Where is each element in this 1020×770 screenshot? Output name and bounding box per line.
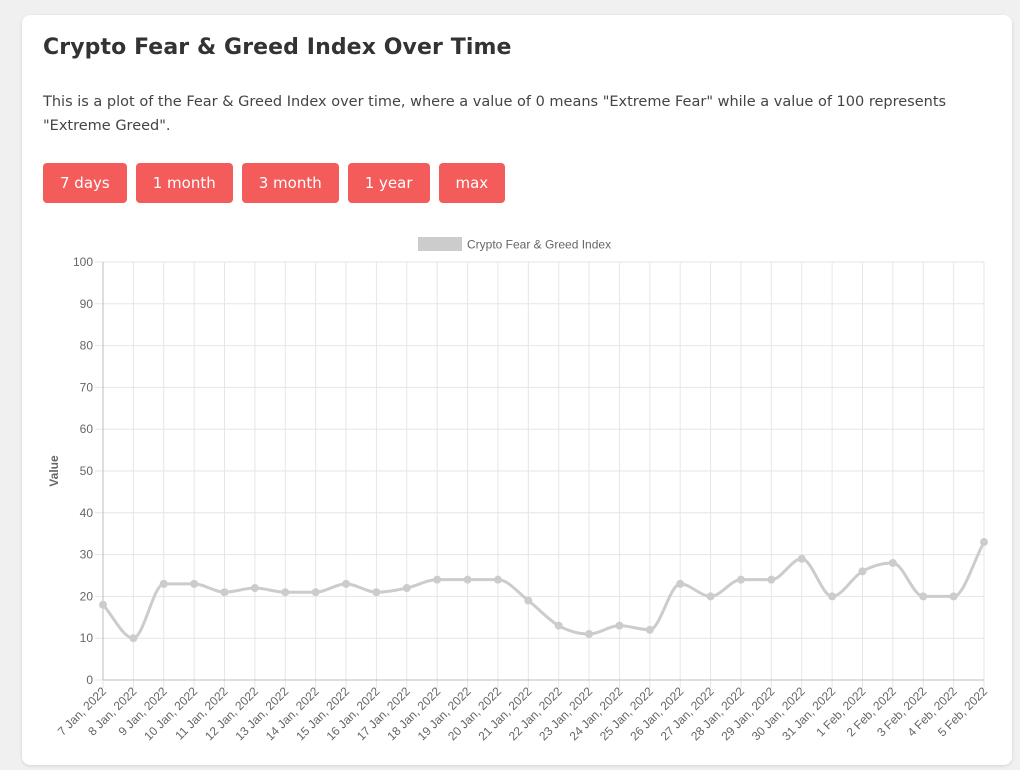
y-tick-label: 90 <box>80 297 94 311</box>
data-point[interactable] <box>797 554 806 563</box>
y-tick-label: 10 <box>80 631 94 645</box>
y-tick-label: 30 <box>80 548 94 562</box>
y-tick-label: 0 <box>86 673 93 687</box>
data-point[interactable] <box>645 625 654 634</box>
chart-legend[interactable]: Crypto Fear & Greed Index <box>418 237 611 252</box>
data-point[interactable] <box>736 575 745 584</box>
y-axis-title: Value <box>47 455 61 487</box>
data-point[interactable] <box>524 596 533 605</box>
legend-swatch[interactable] <box>418 237 462 251</box>
data-point[interactable] <box>433 575 442 584</box>
data-point[interactable] <box>372 588 381 597</box>
page-title: Crypto Fear & Greed Index Over Time <box>43 35 512 60</box>
data-point[interactable] <box>949 592 958 601</box>
data-point[interactable] <box>706 592 715 601</box>
data-point[interactable] <box>980 538 988 547</box>
data-point[interactable] <box>311 588 320 597</box>
y-tick-label: 50 <box>80 464 94 478</box>
legend-label[interactable]: Crypto Fear & Greed Index <box>467 238 611 252</box>
y-tick-label: 40 <box>80 506 94 520</box>
y-tick-label: 60 <box>80 422 94 436</box>
data-point[interactable] <box>463 575 472 584</box>
chart-series <box>99 538 988 643</box>
chart-grid <box>95 261 985 688</box>
data-point[interactable] <box>402 584 411 593</box>
y-tick-label: 20 <box>80 589 94 603</box>
data-point[interactable] <box>828 592 837 601</box>
range-1-month-button[interactable]: 1 month <box>135 163 233 203</box>
data-point[interactable] <box>250 584 259 593</box>
data-point[interactable] <box>888 558 897 567</box>
data-point[interactable] <box>220 588 229 597</box>
chart-description: This is a plot of the Fear & Greed Index… <box>43 94 947 134</box>
data-point[interactable] <box>585 630 594 639</box>
y-tick-label: 100 <box>73 255 93 269</box>
data-point[interactable] <box>615 621 624 630</box>
time-range-buttons: 7 days 1 month 3 month 1 year max <box>43 163 506 203</box>
data-point[interactable] <box>342 579 351 588</box>
data-point[interactable] <box>919 592 928 601</box>
range-1-year-button[interactable]: 1 year <box>347 163 430 203</box>
data-point[interactable] <box>281 588 290 597</box>
data-point[interactable] <box>493 575 502 584</box>
data-point[interactable] <box>767 575 776 584</box>
data-point[interactable] <box>858 567 867 576</box>
data-point[interactable] <box>676 579 685 588</box>
range-7-days-button[interactable]: 7 days <box>43 163 127 203</box>
y-tick-label: 70 <box>80 380 94 394</box>
data-point[interactable] <box>129 634 138 643</box>
data-point[interactable] <box>190 579 199 588</box>
data-point[interactable] <box>99 600 107 609</box>
range-3-month-button[interactable]: 3 month <box>241 163 339 203</box>
range-max-button[interactable]: max <box>438 163 506 203</box>
chart-card: Crypto Fear & Greed Index Over Time This… <box>22 15 1012 765</box>
data-point[interactable] <box>554 621 563 630</box>
series-line <box>101 541 986 640</box>
data-point[interactable] <box>159 579 168 588</box>
y-tick-label: 80 <box>80 339 94 353</box>
